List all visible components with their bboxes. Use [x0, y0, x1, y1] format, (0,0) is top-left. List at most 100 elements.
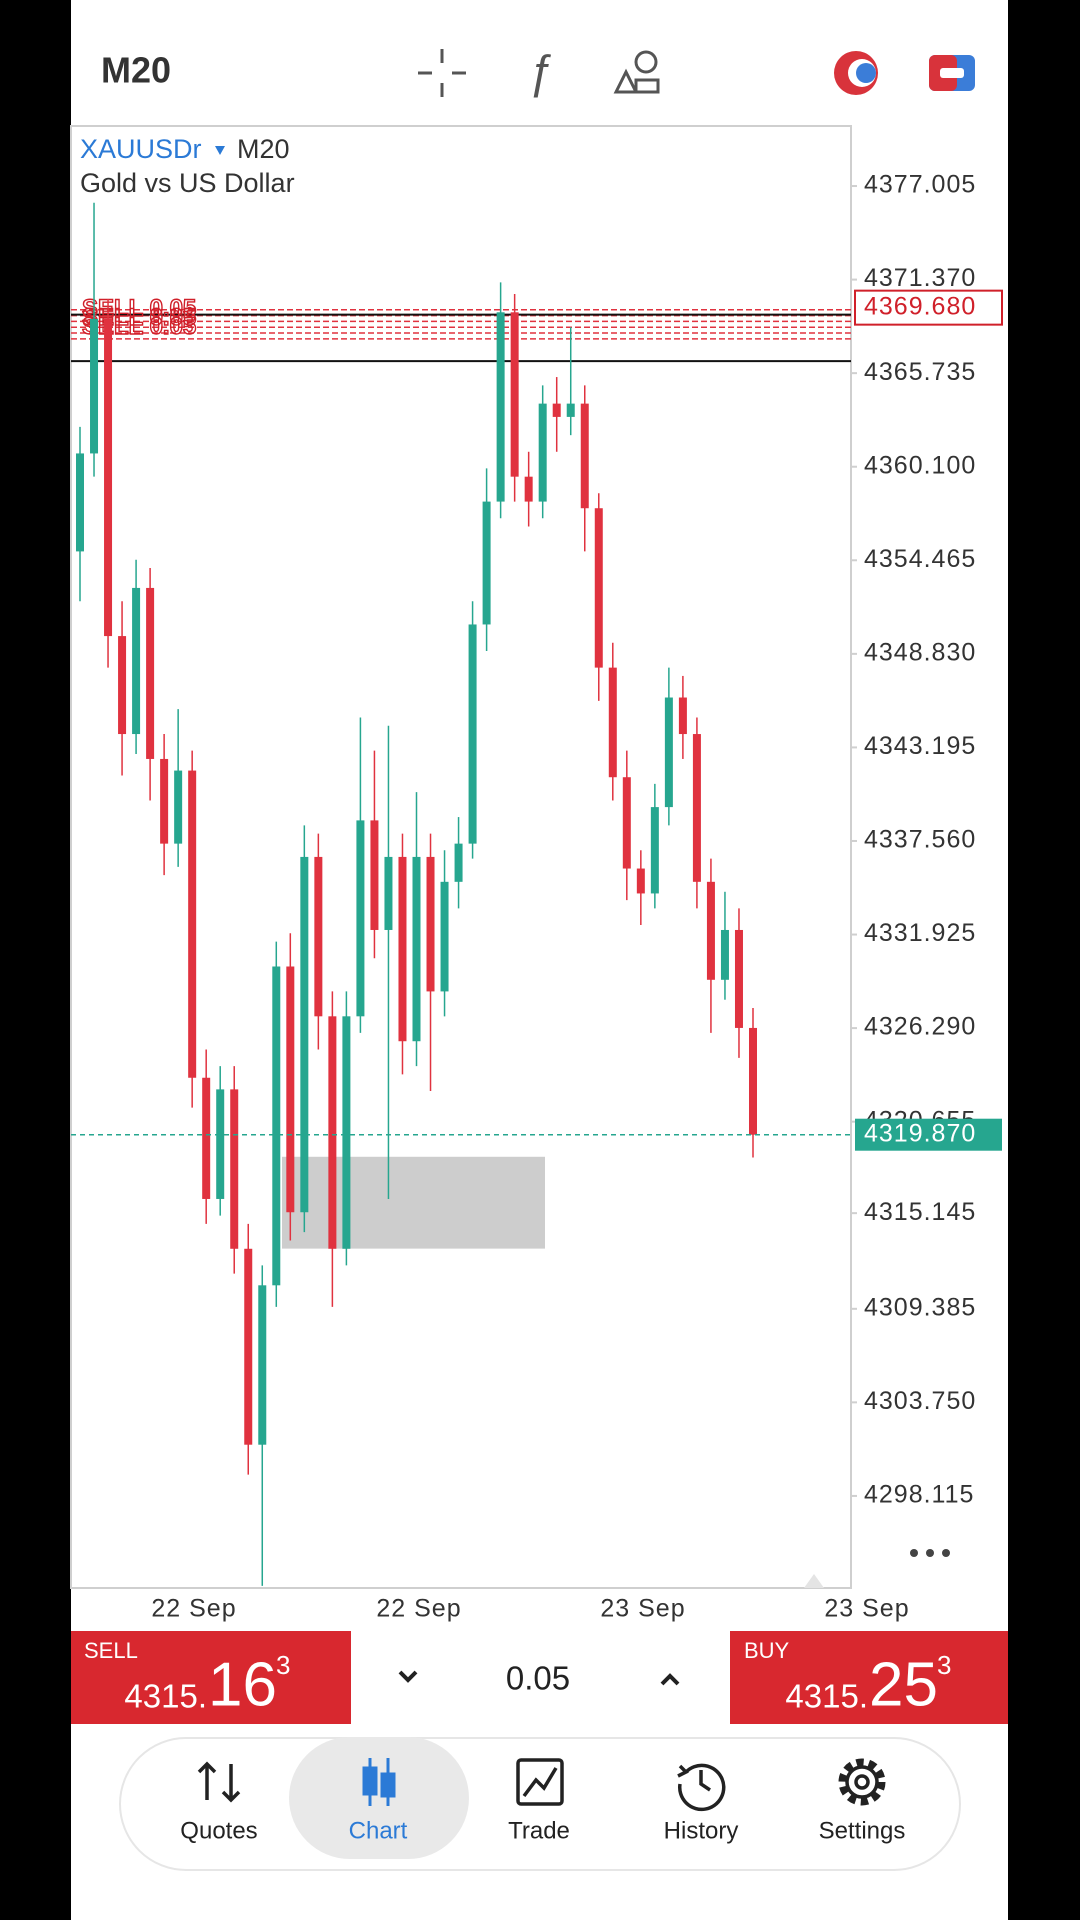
nav-labels: Quotes Chart Trade History Settings [180, 1817, 905, 1844]
y-tick-label: 4360.100 [864, 451, 976, 479]
candle-body [650, 807, 659, 894]
y-tick-label: 4348.830 [864, 638, 976, 666]
order-label: SELL 0.05 [82, 295, 196, 322]
y-tick-label: 4298.115 [864, 1481, 974, 1509]
candle-body [244, 1248, 253, 1445]
candle-body [580, 403, 589, 509]
buy-price-main: 4315. [785, 1678, 868, 1715]
candle-body [300, 856, 309, 1213]
sell-label: SELL [84, 1638, 138, 1663]
nav-label[interactable]: Trade [508, 1817, 570, 1844]
settings-icon[interactable] [838, 1758, 886, 1806]
candle-body [426, 856, 435, 992]
candle-body [664, 697, 673, 808]
nav-label[interactable]: Quotes [180, 1817, 257, 1844]
zone [282, 1156, 545, 1249]
candle-body [272, 966, 281, 1286]
more-button[interactable] [910, 1549, 950, 1557]
chart-timeframe: M20 [237, 134, 290, 164]
candle-body [328, 1016, 337, 1249]
candle-body [202, 1077, 211, 1199]
candle-body [160, 758, 169, 844]
symbol-description: Gold vs US Dollar [80, 168, 295, 198]
x-tick-label: 23 Sep [824, 1595, 909, 1623]
candle-body [76, 453, 84, 552]
buy-price-small: 3 [937, 1650, 951, 1680]
x-tick-label: 22 Sep [376, 1595, 461, 1623]
buy-button[interactable] [730, 1631, 1008, 1724]
trade-nav-icon[interactable] [516, 1758, 564, 1806]
candle-body [230, 1089, 239, 1249]
indicators-icon[interactable]: ƒ [527, 45, 553, 98]
nav-label[interactable]: Settings [819, 1817, 906, 1844]
timeframe-button[interactable]: M20 [101, 50, 171, 91]
candle-body [510, 312, 519, 477]
x-tick-label: 23 Sep [600, 1595, 685, 1623]
volume-decrease[interactable] [398, 1670, 418, 1683]
candle-body [314, 856, 323, 1017]
candle-body [734, 929, 743, 1028]
symbol-dropdown[interactable] [215, 146, 225, 155]
candle-body [342, 1016, 351, 1249]
candle-body [706, 881, 715, 980]
candle-body [692, 734, 701, 882]
candle-body [482, 501, 491, 625]
candle-body [454, 843, 463, 882]
candle-body [468, 624, 477, 844]
y-tick-label: 4343.195 [864, 732, 976, 760]
sell-button[interactable] [71, 1631, 351, 1724]
nav-label[interactable]: Chart [349, 1817, 408, 1844]
candle-body [749, 1027, 757, 1135]
candle-body [496, 312, 505, 502]
candle-body [412, 856, 421, 1042]
y-tick-label: 4354.465 [864, 545, 976, 573]
candle-body [132, 587, 141, 735]
candle-body [118, 636, 127, 735]
candle-body [286, 966, 295, 1213]
candle-body [636, 868, 645, 894]
chart-icon[interactable] [362, 1758, 396, 1806]
candle-body [398, 856, 407, 1042]
order-label: SELL 0.05 [82, 304, 196, 331]
candle-body [608, 667, 617, 778]
y-tick-label: 4331.925 [864, 919, 976, 947]
candle-body [384, 856, 393, 930]
volume[interactable]: 0.05 [506, 1660, 570, 1697]
candle-body [720, 929, 729, 980]
y-tick-label: 4337.560 [864, 826, 976, 854]
y-tick-label: 4371.370 [864, 264, 976, 292]
candle-body [174, 770, 183, 844]
current-price-label: 4319.870 [864, 1119, 976, 1147]
buy-price-big: 25 [869, 1650, 938, 1719]
y-tick-label: 4365.735 [864, 358, 976, 386]
candle-body [216, 1089, 225, 1199]
crosshair-icon[interactable] [418, 49, 466, 97]
nav-active-background [289, 1737, 469, 1859]
candle-body [146, 587, 155, 759]
candle-body [258, 1285, 267, 1445]
quotes-icon[interactable] [197, 1761, 241, 1803]
candle-body [538, 403, 547, 502]
account-icon[interactable] [834, 51, 878, 95]
candle-body [104, 318, 113, 637]
y-tick-label: 4326.290 [864, 1013, 976, 1041]
nav-label[interactable]: History [664, 1817, 739, 1844]
candle-body [524, 476, 533, 502]
candle-body [622, 777, 631, 869]
candle-body [188, 770, 197, 1078]
candle-body [370, 820, 379, 930]
candle-body [594, 508, 603, 668]
objects-icon[interactable] [613, 50, 660, 94]
trade-icon[interactable] [929, 55, 975, 91]
order-price-tag [854, 289, 1003, 326]
history-icon[interactable] [677, 1763, 726, 1812]
volume-increase[interactable] [660, 1673, 680, 1686]
y-tick-label: 4309.385 [864, 1293, 976, 1321]
order-label: SELL 0.05 [82, 313, 196, 340]
symbol[interactable]: XAUUSDr [80, 134, 202, 164]
y-tick-label: 4315.145 [864, 1198, 976, 1226]
current-price-tag [855, 1118, 1002, 1151]
